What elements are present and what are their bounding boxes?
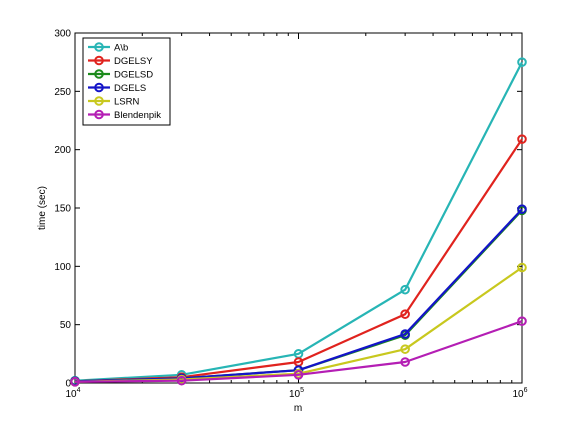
x-axis-label: m	[294, 403, 302, 414]
legend-swatch-marker	[94, 69, 104, 79]
series-point-5	[517, 316, 527, 326]
y-tick-label: 250	[54, 87, 71, 98]
series-point-1	[400, 309, 410, 319]
legend-swatch-marker	[94, 109, 104, 120]
series-point-5	[293, 370, 304, 380]
x-tick-base: 10	[512, 389, 524, 400]
series-point-3	[400, 329, 410, 339]
legend: A\b DGELSY DGELSD DGELS LSRN Blendenpik	[82, 37, 171, 126]
y-tick-label: 100	[54, 262, 71, 273]
legend-label: LSRN	[114, 97, 139, 108]
series-point-5	[400, 357, 410, 367]
legend-swatch-marker	[94, 82, 104, 93]
y-axis-label: time (sec)	[37, 186, 48, 230]
x-tick-base: 10	[65, 389, 77, 400]
x-tick-base: 10	[289, 389, 301, 400]
y-tick-label: 150	[54, 204, 71, 215]
legend-swatch-marker	[94, 96, 104, 106]
x-tick-label: 105	[289, 387, 304, 400]
series-point-5	[70, 377, 80, 387]
series-point-4	[517, 262, 527, 273]
series-point-5	[176, 375, 187, 386]
legend-label: Blendenpik	[114, 110, 161, 121]
series-point-0	[517, 57, 527, 67]
legend-label: DGELSY	[114, 56, 153, 67]
legend-swatch-marker	[94, 55, 104, 66]
legend-label: DGELS	[114, 83, 146, 94]
legend-label: DGELSD	[114, 70, 153, 81]
series-point-4	[400, 344, 410, 354]
series-point-3	[517, 204, 527, 214]
legend-swatch-marker	[94, 42, 104, 52]
legend-label: A\b	[114, 43, 128, 54]
x-tick-exponent: 5	[300, 387, 304, 394]
series-point-1	[517, 134, 527, 144]
y-tick-label: 50	[60, 320, 72, 331]
y-tick-label: 0	[65, 379, 71, 390]
x-tick-label: 106	[512, 387, 527, 400]
x-tick-label: 104	[65, 387, 80, 400]
series-line-5	[74, 320, 523, 383]
series-line-0	[74, 61, 523, 382]
series-point-0	[400, 284, 410, 295]
x-tick-exponent: 6	[524, 387, 528, 394]
x-tick-exponent: 4	[77, 387, 81, 394]
series-lines	[70, 57, 527, 387]
y-tick-label: 300	[54, 29, 71, 40]
y-tick-label: 200	[54, 145, 71, 156]
